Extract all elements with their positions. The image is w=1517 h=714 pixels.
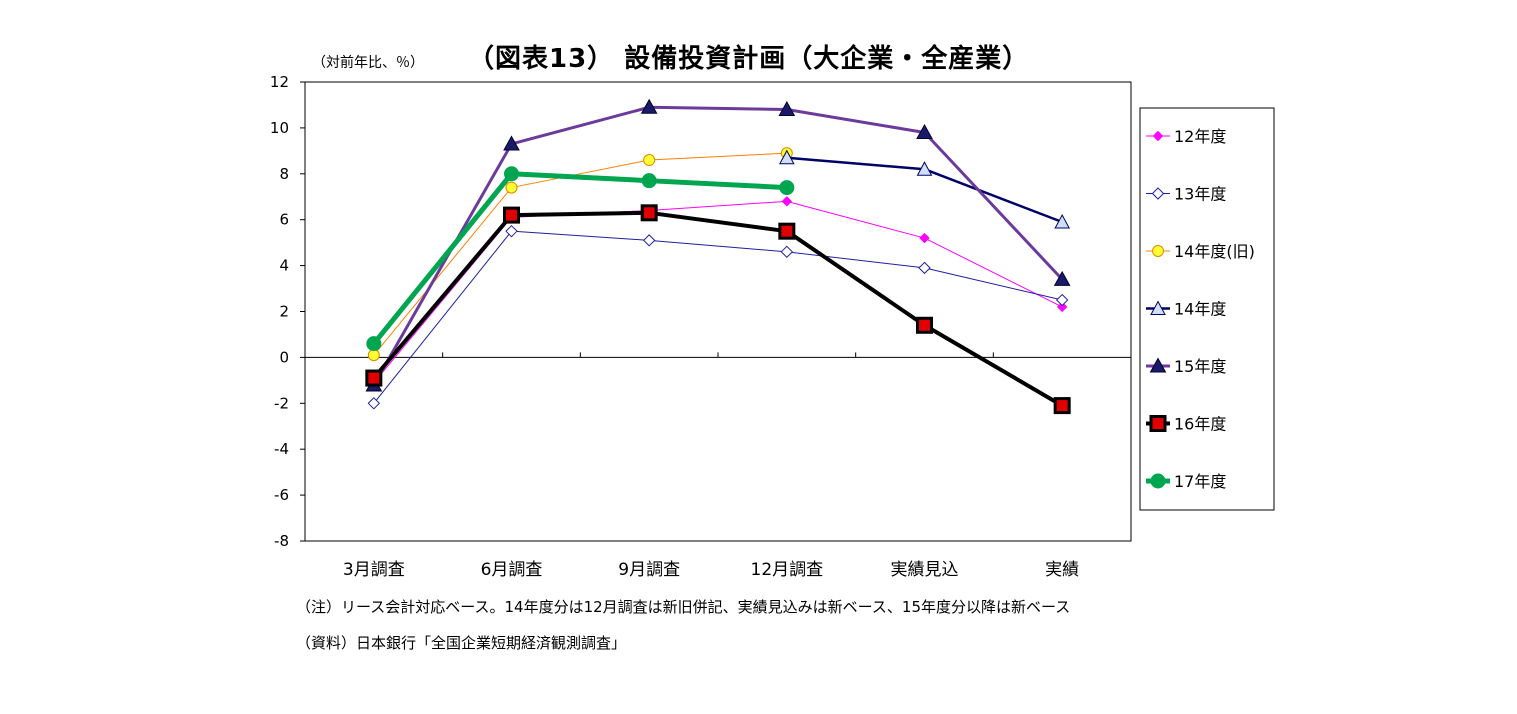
series-line <box>373 152 787 356</box>
legend-label: 14年度(旧) <box>1174 242 1255 261</box>
legend-label: 16年度 <box>1174 415 1226 434</box>
legend: 12年度 13年度 14年度(旧) 14年度 15年度 16年度 17年度 <box>1139 107 1275 511</box>
data-point <box>366 336 382 352</box>
y-tick-label: -4 <box>274 440 289 458</box>
data-point <box>1053 397 1071 415</box>
data-point <box>780 245 794 259</box>
x-axis: 3月調査 6月調査 9月調査 12月調査 実績見込 実績 <box>305 352 1131 580</box>
legend-item: 12年度 <box>1146 127 1226 146</box>
y-tick-label: -2 <box>274 394 289 412</box>
y-axis: 12 10 8 6 4 2 0 -2 -4 -6 -8 <box>270 73 305 550</box>
data-point <box>503 206 520 224</box>
legend-item: 14年度 <box>1146 300 1226 319</box>
y-tick-label: 12 <box>270 73 289 91</box>
series-4 <box>778 149 1071 229</box>
y-tick-label: 6 <box>279 211 289 229</box>
data-point <box>1053 270 1071 286</box>
y-tick-label: 4 <box>279 257 289 275</box>
data-point <box>640 204 658 222</box>
legend-swatch-marker <box>1150 300 1166 315</box>
data-point <box>779 180 795 196</box>
plot-area <box>304 81 1132 542</box>
y-tick-label: 2 <box>279 303 289 321</box>
legend-item: 17年度 <box>1146 472 1226 491</box>
series-line <box>373 230 1063 404</box>
series-group <box>365 98 1071 415</box>
chart-source: （資料）日本銀行「全国企業短期経済観測調査」 <box>296 634 627 652</box>
data-point <box>642 234 656 247</box>
data-point <box>1055 293 1069 307</box>
x-tick-label: 実績 <box>1045 560 1079 580</box>
data-point <box>916 316 933 334</box>
data-point <box>916 123 933 139</box>
series-line <box>371 171 787 346</box>
data-point <box>781 196 793 207</box>
legend-swatch-marker <box>1149 415 1167 432</box>
legend-item: 13年度 <box>1146 185 1226 204</box>
legend-swatch-marker <box>1152 130 1164 142</box>
data-point <box>919 232 930 244</box>
legend-label: 17年度 <box>1174 472 1226 491</box>
y-tick-label: 10 <box>270 119 289 137</box>
data-point <box>505 181 518 194</box>
y-tick-label: -6 <box>274 486 289 504</box>
x-tick-label: 12月調査 <box>751 560 824 580</box>
series-2 <box>367 224 1069 410</box>
legend-label: 15年度 <box>1174 357 1226 376</box>
x-tick-label: 9月調査 <box>618 560 680 580</box>
data-point <box>918 261 931 275</box>
data-point <box>916 161 933 176</box>
data-point <box>367 349 380 362</box>
series-line <box>372 210 1064 408</box>
y-tick-label: -8 <box>274 532 289 550</box>
chart-note: （注）リース会計対応ベース。14年度分は12月調査は新旧併記、実績見込みは新ベー… <box>296 598 1071 616</box>
data-point <box>505 224 518 238</box>
legend-swatch-marker <box>1152 245 1164 257</box>
data-point <box>365 369 383 387</box>
y-tick-label: 0 <box>279 348 289 366</box>
data-point <box>778 149 795 165</box>
legend-swatch-marker <box>1151 187 1165 200</box>
series-7 <box>366 166 795 352</box>
legend-item: 15年度 <box>1146 357 1226 376</box>
legend-item: 14年度(旧) <box>1146 242 1255 261</box>
x-tick-label: 実績見込 <box>891 560 959 580</box>
data-point <box>643 154 656 167</box>
legend-swatch-marker <box>1150 473 1166 489</box>
data-point <box>504 166 519 182</box>
data-point <box>1054 213 1071 229</box>
data-point <box>503 135 520 151</box>
legend-item: 16年度 <box>1146 415 1226 434</box>
data-point <box>778 222 796 240</box>
legend-label: 12年度 <box>1174 127 1226 146</box>
data-point <box>367 397 381 410</box>
data-point <box>1056 301 1068 313</box>
data-point <box>640 98 658 114</box>
x-tick-label: 6月調査 <box>481 560 543 580</box>
x-tick-label: 3月調査 <box>343 560 405 580</box>
chart-title: （図表13） 設備投資計画（大企業・全産業） <box>468 44 1030 74</box>
y-axis-unit-label: （対前年比、％） <box>312 55 424 71</box>
data-point <box>641 173 657 189</box>
legend-swatch-marker <box>1149 357 1167 373</box>
series-line <box>372 105 1064 386</box>
data-point <box>778 101 796 117</box>
y-tick-label: 8 <box>279 165 289 183</box>
legend-label: 13年度 <box>1174 185 1226 204</box>
legend-label: 14年度 <box>1174 300 1226 319</box>
series-6 <box>365 204 1071 415</box>
